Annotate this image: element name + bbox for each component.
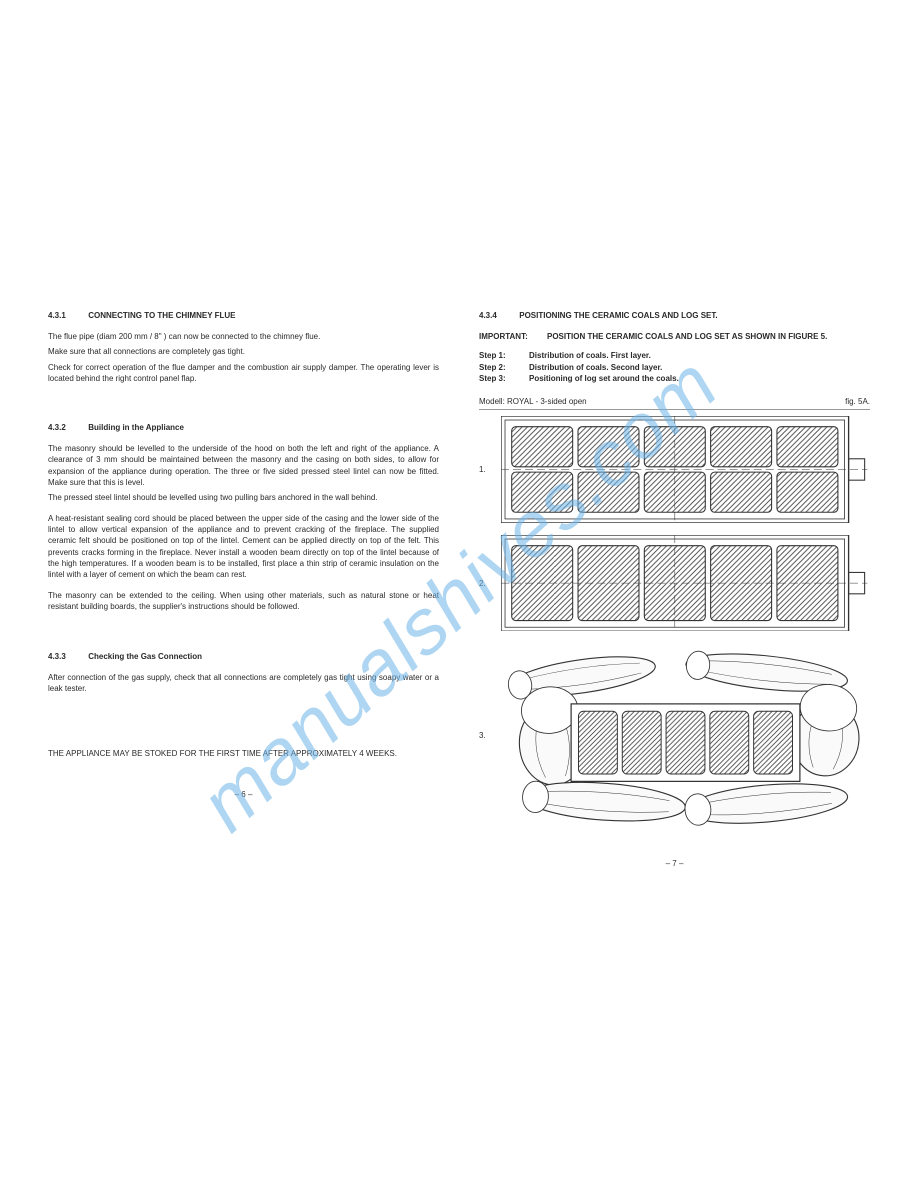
para: The pressed steel lintel should be level… <box>48 492 439 503</box>
step-text: Distribution of coals. Second layer. <box>529 362 662 373</box>
para: Check for correct operation of the flue … <box>48 362 439 384</box>
figure-2: 2. <box>479 535 870 631</box>
heading-434: 4.3.4 POSITIONING THE CERAMIC COALS AND … <box>479 310 870 321</box>
figure-svg-1 <box>501 416 870 523</box>
section-number: 4.3.3 <box>48 651 86 662</box>
fig-label: fig. 5A. <box>845 396 870 407</box>
right-column: 4.3.4 POSITIONING THE CERAMIC COALS AND … <box>479 310 870 869</box>
step-row-1: Step 1: Distribution of coals. First lay… <box>479 350 870 361</box>
important-row: IMPORTANT: POSITION THE CERAMIC COALS AN… <box>479 331 870 342</box>
heading-433: 4.3.3 Checking the Gas Connection <box>48 651 439 662</box>
step-label: Step 3: <box>479 373 529 384</box>
figure-3: 3. <box>479 643 870 828</box>
section-title: Building in the Appliance <box>88 423 184 432</box>
para: A heat-resistant sealing cord should be … <box>48 513 439 580</box>
para: After connection of the gas supply, chec… <box>48 672 439 694</box>
section-title: POSITIONING THE CERAMIC COALS AND LOG SE… <box>519 311 717 320</box>
model-text: Modell: ROYAL - 3-sided open <box>479 396 587 407</box>
step-label: Step 2: <box>479 362 529 373</box>
para: Make sure that all connections are compl… <box>48 346 439 357</box>
step-row-3: Step 3: Positioning of log set around th… <box>479 373 870 384</box>
para: The flue pipe (diam 200 mm / 8" ) can no… <box>48 331 439 342</box>
heading-431: 4.3.1 CONNECTING TO THE CHIMNEY FLUE <box>48 310 439 321</box>
important-label: IMPORTANT: <box>479 331 547 342</box>
section-title: Checking the Gas Connection <box>88 652 202 661</box>
stoke-notice: THE APPLIANCE MAY BE STOKED FOR THE FIRS… <box>48 748 439 759</box>
section-number: 4.3.2 <box>48 422 86 433</box>
page-number-right: – 7 – <box>479 858 870 869</box>
rule-line <box>479 409 870 410</box>
figure-svg-3 <box>501 643 870 828</box>
left-column: 4.3.1 CONNECTING TO THE CHIMNEY FLUE The… <box>48 310 439 869</box>
step-label: Step 1: <box>479 350 529 361</box>
para: The masonry should be levelled to the un… <box>48 443 439 488</box>
model-line: Modell: ROYAL - 3-sided open fig. 5A. <box>479 396 870 407</box>
section-number: 4.3.4 <box>479 310 517 321</box>
figure-number: 2. <box>479 578 501 589</box>
figure-number: 3. <box>479 730 501 741</box>
figures-area: 1. 2. 3. <box>479 416 870 828</box>
step-row-2: Step 2: Distribution of coals. Second la… <box>479 362 870 373</box>
page-number-left: – 6 – <box>48 789 439 800</box>
important-text: POSITION THE CERAMIC COALS AND LOG SET A… <box>547 331 827 342</box>
step-text: Positioning of log set around the coals. <box>529 373 679 384</box>
figure-svg-2 <box>501 535 870 631</box>
heading-432: 4.3.2 Building in the Appliance <box>48 422 439 433</box>
figure-number: 1. <box>479 464 501 475</box>
para: The masonry can be extended to the ceili… <box>48 590 439 612</box>
section-number: 4.3.1 <box>48 310 86 321</box>
figure-1: 1. <box>479 416 870 523</box>
step-text: Distribution of coals. First layer. <box>529 350 651 361</box>
page-container: 4.3.1 CONNECTING TO THE CHIMNEY FLUE The… <box>0 0 918 869</box>
section-title: CONNECTING TO THE CHIMNEY FLUE <box>88 311 235 320</box>
